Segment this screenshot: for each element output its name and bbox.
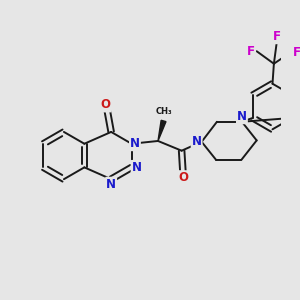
Polygon shape bbox=[158, 120, 166, 141]
Text: N: N bbox=[130, 137, 140, 150]
Text: F: F bbox=[273, 30, 281, 43]
Text: F: F bbox=[247, 45, 255, 58]
Text: N: N bbox=[106, 178, 116, 191]
Text: N: N bbox=[237, 110, 247, 123]
Text: N: N bbox=[192, 135, 202, 148]
Text: CH₃: CH₃ bbox=[155, 107, 172, 116]
Text: F: F bbox=[293, 46, 300, 59]
Text: O: O bbox=[178, 171, 188, 184]
Text: O: O bbox=[100, 98, 111, 112]
Text: N: N bbox=[132, 161, 142, 174]
